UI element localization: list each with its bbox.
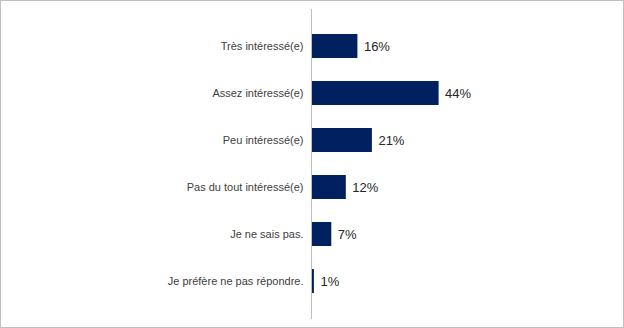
svg-text:Peu intéressé(e): Peu intéressé(e) (223, 134, 304, 146)
svg-text:16%: 16% (364, 39, 390, 54)
svg-text:12%: 12% (352, 180, 378, 195)
svg-text:Assez intéressé(e): Assez intéressé(e) (212, 87, 303, 99)
svg-text:44%: 44% (445, 86, 471, 101)
svg-text:Je ne sais pas.: Je ne sais pas. (230, 228, 303, 240)
svg-text:Pas du tout intéressé(e): Pas du tout intéressé(e) (187, 181, 304, 193)
svg-text:Je préfère ne pas répondre.: Je préfère ne pas répondre. (168, 275, 304, 287)
svg-text:1%: 1% (320, 274, 339, 289)
svg-text:21%: 21% (378, 133, 404, 148)
svg-text:7%: 7% (338, 227, 357, 242)
svg-text:Très intéressé(e): Très intéressé(e) (221, 40, 304, 52)
